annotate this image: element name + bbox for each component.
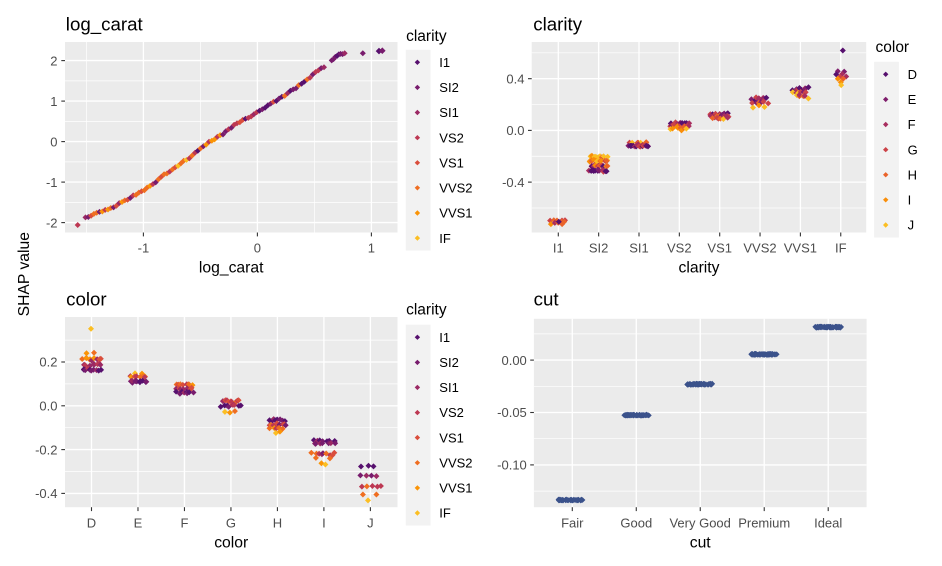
svg-text:E: E [908, 92, 917, 107]
svg-text:SI2: SI2 [589, 240, 609, 255]
svg-text:G: G [226, 516, 236, 531]
svg-text:E: E [134, 516, 143, 531]
svg-text:SI2: SI2 [439, 80, 459, 95]
svg-text:-0.4: -0.4 [35, 486, 57, 501]
svg-text:-2: -2 [46, 215, 58, 230]
svg-text:cut: cut [534, 288, 560, 309]
svg-text:0.00: 0.00 [501, 353, 526, 368]
svg-text:D: D [87, 516, 96, 531]
svg-text:Premium: Premium [738, 516, 790, 531]
svg-text:H: H [273, 516, 282, 531]
svg-text:IF: IF [835, 240, 847, 255]
svg-text:J: J [908, 218, 915, 233]
svg-text:SI1: SI1 [439, 105, 459, 120]
svg-text:H: H [908, 167, 917, 182]
svg-text:0.0: 0.0 [506, 123, 524, 138]
svg-text:I: I [908, 193, 912, 208]
svg-text:0.0: 0.0 [39, 399, 57, 414]
svg-text:-1: -1 [46, 175, 58, 190]
svg-text:VVS2: VVS2 [439, 181, 472, 196]
svg-text:VS2: VS2 [439, 130, 464, 145]
svg-text:SI1: SI1 [439, 380, 459, 395]
svg-text:I1: I1 [439, 55, 450, 70]
svg-text:VVS2: VVS2 [743, 240, 776, 255]
svg-text:Ideal: Ideal [814, 516, 842, 531]
svg-text:log_carat: log_carat [199, 260, 264, 277]
svg-text:SI1: SI1 [629, 240, 649, 255]
svg-text:IF: IF [439, 231, 451, 246]
svg-text:-0.05: -0.05 [497, 405, 527, 420]
svg-text:clarity: clarity [406, 302, 447, 319]
svg-text:VS2: VS2 [439, 405, 464, 420]
svg-text:F: F [181, 516, 189, 531]
svg-text:SI2: SI2 [439, 355, 459, 370]
svg-text:0.2: 0.2 [39, 355, 57, 370]
svg-text:0: 0 [50, 134, 57, 149]
svg-text:-0.10: -0.10 [497, 458, 527, 473]
svg-text:VVS2: VVS2 [439, 455, 472, 470]
svg-text:I: I [322, 516, 326, 531]
svg-text:clarity: clarity [533, 14, 582, 35]
svg-text:J: J [367, 516, 374, 531]
svg-text:1: 1 [50, 94, 57, 109]
svg-text:D: D [908, 67, 917, 82]
svg-text:1: 1 [368, 240, 375, 255]
svg-text:2: 2 [50, 53, 57, 68]
svg-text:SHAP value: SHAP value [16, 232, 33, 317]
svg-text:I1: I1 [553, 240, 564, 255]
svg-text:VVS1: VVS1 [439, 481, 472, 496]
svg-text:Fair: Fair [561, 516, 584, 531]
svg-text:Good: Good [620, 516, 652, 531]
svg-text:color: color [66, 288, 107, 309]
svg-text:color: color [876, 39, 910, 56]
svg-text:F: F [908, 117, 916, 132]
svg-text:VS2: VS2 [667, 240, 692, 255]
svg-text:VS1: VS1 [439, 155, 464, 170]
svg-text:-0.2: -0.2 [35, 442, 57, 457]
svg-text:0: 0 [254, 240, 261, 255]
svg-text:cut: cut [690, 535, 712, 552]
svg-text:color: color [214, 535, 248, 552]
svg-text:VVS1: VVS1 [439, 206, 472, 221]
svg-text:G: G [908, 142, 918, 157]
svg-text:log_carat: log_carat [66, 14, 144, 36]
svg-text:clarity: clarity [679, 260, 720, 277]
svg-text:-0.4: -0.4 [502, 175, 524, 190]
svg-text:VVS1: VVS1 [784, 240, 817, 255]
svg-text:clarity: clarity [406, 28, 447, 45]
svg-text:Very Good: Very Good [669, 516, 730, 531]
svg-text:I1: I1 [439, 330, 450, 345]
svg-text:VS1: VS1 [439, 430, 464, 445]
svg-text:0.4: 0.4 [506, 71, 524, 86]
svg-text:VS1: VS1 [707, 240, 732, 255]
svg-text:-1: -1 [138, 240, 150, 255]
svg-text:IF: IF [439, 506, 451, 521]
